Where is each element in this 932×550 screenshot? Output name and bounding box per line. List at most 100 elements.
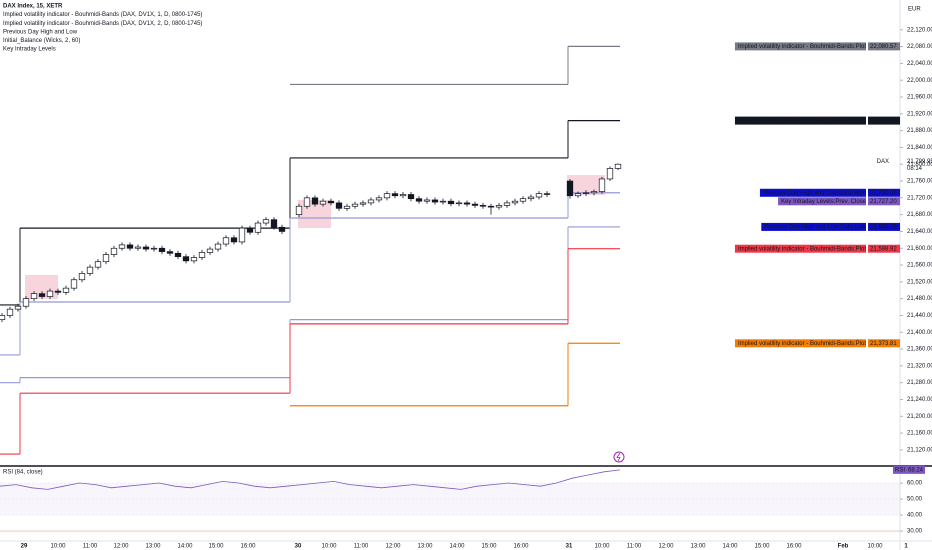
badge-value: 21,650.78 (870, 224, 897, 230)
candle-body (407, 194, 415, 200)
candle-body (262, 219, 270, 224)
price-tick-label: 21,160.00 (907, 431, 932, 437)
time-tick-label: 15:00 (481, 544, 497, 550)
candle-body (479, 205, 487, 207)
candle-body (606, 168, 614, 180)
candle-body (487, 205, 495, 208)
badge-label: Previous Day High and Low:Daily High (763, 190, 866, 196)
candle-body (511, 200, 519, 204)
time-tick-label: 1 (904, 544, 908, 550)
candle-body (598, 178, 606, 192)
candle-body (335, 202, 343, 209)
legend-item: Implied volatility indicator - Bouhmidi-… (3, 21, 202, 27)
candle-body (471, 203, 479, 206)
time-tick-label: 14:00 (722, 544, 738, 550)
candle-body (150, 247, 158, 250)
candle-body (222, 237, 230, 245)
price-tick-label: 21,200.00 (907, 414, 932, 420)
price-tick-label: 21,320.00 (907, 363, 932, 369)
price-tick-label: 21,600.00 (907, 246, 932, 252)
candle-body (431, 199, 439, 203)
price-tick-label: 21,880.00 (907, 128, 932, 134)
price-tick-label: 21,760.00 (907, 179, 932, 185)
time-tick-label: Feb (838, 544, 849, 550)
badge-value: 21,373.81 (870, 341, 897, 347)
candle-body (270, 219, 278, 228)
badge-label: Previous Day High and Low:Daily Low (764, 224, 866, 230)
price-tick-label: 21,560.00 (907, 263, 932, 269)
time-tick-label: 16:00 (240, 544, 256, 550)
candle-body (0, 315, 6, 321)
candle-body (311, 197, 319, 205)
rsi-badge-box (893, 465, 925, 474)
candle-body (590, 191, 598, 194)
candle-body (198, 252, 206, 258)
badge-label-box (734, 42, 866, 51)
candle-body (238, 227, 246, 243)
candle-body (463, 202, 471, 205)
rsi-title: RSI (84, close) (3, 470, 43, 476)
price-tick-label: 21,400.00 (907, 330, 932, 336)
candle-body (383, 193, 391, 199)
candle-body (359, 202, 367, 205)
candle-body (519, 198, 527, 202)
candle-body (543, 193, 551, 195)
time-tick-label: 12:00 (385, 544, 401, 550)
legend-item: Key Intraday Levels (3, 47, 56, 53)
badge-value-box (868, 42, 900, 51)
badge-value: 21,598.92 (870, 246, 897, 252)
price-tick-label: 21,480.00 (907, 296, 932, 302)
initial-balance-box (298, 200, 331, 228)
time-tick-label: 15:00 (208, 544, 224, 550)
candle-body (86, 266, 94, 274)
price-tick-label: 21,840.00 (907, 145, 932, 151)
candle-body (303, 197, 311, 207)
badge-label: Implied volatility indicator - Bouhmidi-… (738, 118, 866, 124)
price-tick-label: 21,920.00 (907, 111, 932, 117)
candle-body (94, 261, 102, 268)
candle-body (254, 222, 262, 233)
rsi-badge-name: RSI (895, 467, 905, 473)
candle-body (367, 199, 375, 204)
candle-body (78, 273, 86, 281)
price-tick-label: 21,440.00 (907, 313, 932, 319)
price-tick-label: 21,720.00 (907, 195, 932, 201)
price-tick-label: 22,080.00 (907, 44, 932, 50)
candle-body (230, 237, 238, 243)
rsi-line (0, 469, 621, 490)
time-tick-label: 15:00 (754, 544, 770, 550)
rsi-tick-label: 40.00 (907, 513, 923, 519)
legend-item: Initial_Balance (Wicks, 2, 60) (3, 38, 80, 44)
time-tick-label: 11:00 (627, 544, 642, 550)
legend-item: Implied volatility indicator - Bouhmidi-… (3, 12, 202, 18)
candle-body (62, 287, 70, 293)
candle-body (614, 163, 622, 169)
legend: DAX Index, 15, XETR Implied volatility in… (3, 4, 202, 53)
candle-body (295, 205, 303, 215)
candle-body (447, 200, 455, 205)
badge-value: 22,080.57 (870, 44, 897, 50)
time-tick-label: 11:00 (354, 544, 369, 550)
event-icon[interactable] (613, 451, 625, 463)
candle-body (126, 244, 134, 249)
rsi-badge-value: 68.24 (908, 467, 924, 473)
price-tick-label: 21,120.00 (907, 447, 932, 453)
price-tick-label: 22,040.00 (907, 61, 932, 67)
candle-body (535, 193, 543, 198)
time-tick-label: 12:00 (113, 544, 129, 550)
candle-body (503, 202, 511, 206)
time-tick-label: 16:00 (786, 544, 802, 550)
candle-body (174, 252, 182, 258)
time-tick-label: 11:00 (83, 544, 98, 550)
badge-value-box (868, 197, 900, 206)
price-tick-label: 21,800.00 (907, 162, 932, 168)
candle-body (582, 192, 590, 194)
badge-label: Key Intraday Levels:Prev. Close (781, 199, 867, 205)
time-tick-label: 29 (21, 544, 28, 550)
badge-value-box (868, 116, 900, 125)
rsi-tick-label: 30.00 (907, 529, 923, 535)
candle-body (46, 290, 54, 297)
currency-label: EUR (908, 7, 921, 13)
price-tick-label: 21,680.00 (907, 212, 932, 218)
